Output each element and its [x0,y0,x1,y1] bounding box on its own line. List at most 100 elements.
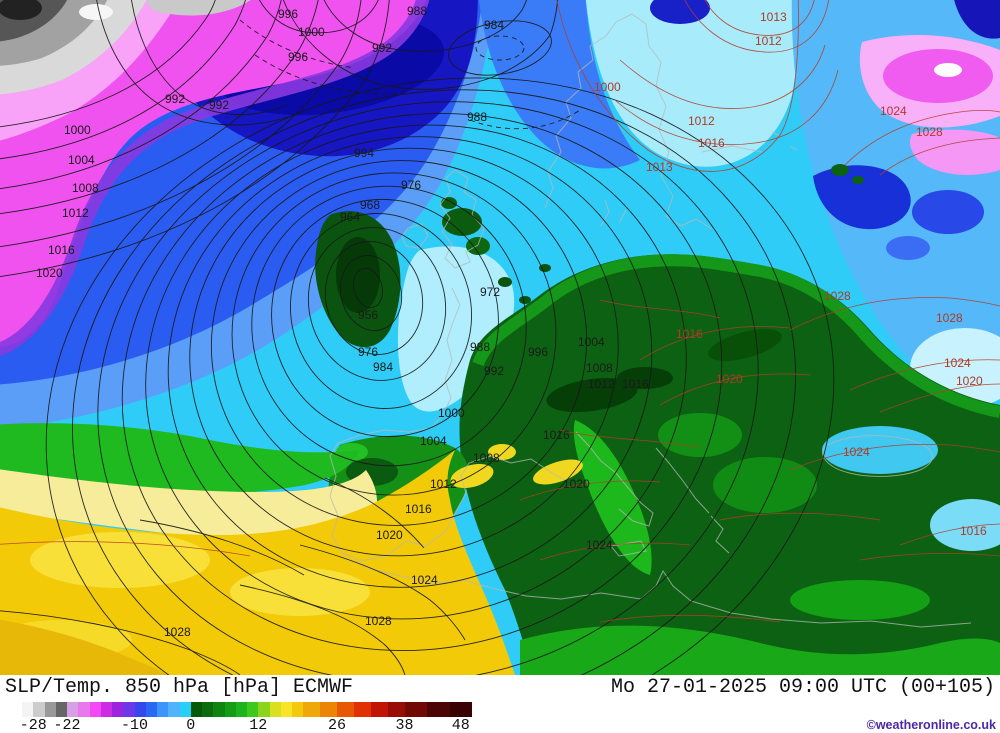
colorbar-segment [404,702,427,717]
colorbar-segment [427,702,450,717]
pressure-label: 996 [288,50,308,64]
colorbar-segment [292,702,304,717]
pressure-label: 1020 [36,266,63,280]
pressure-label: 1013 [760,10,787,24]
colorbar-tick-label: 38 [395,717,414,733]
colorbar-segment [44,702,56,717]
pressure-label: 1000 [298,25,325,39]
pressure-label: 1028 [916,125,943,139]
colorbar-segment [370,702,388,717]
pressure-label: 968 [360,198,380,212]
pressure-label: 1012 [430,477,457,491]
pressure-label: 1012 [755,34,782,48]
pressure-label: 1000 [64,123,91,137]
pressure-label: 994 [354,146,374,160]
pressure-label: 1024 [586,538,613,552]
colorbar-segment [213,702,225,717]
colorbar-segment [89,702,101,717]
pressure-label: 972 [480,285,500,299]
pressure-label: 1008 [72,181,99,195]
map-datetime: Mo 27-01-2025 09:00 UTC (00+105) [610,676,995,699]
pressure-label: 1016 [960,524,987,538]
pressure-label: 1024 [411,573,438,587]
pressure-label: 1000 [438,406,465,420]
pressure-label: 1012 [688,114,715,128]
pressure-label: 992 [165,92,185,106]
pressure-label: 984 [484,18,504,32]
pressure-label: 1008 [586,361,613,375]
temperature-fill-layer [0,0,1000,675]
copyright-link[interactable]: ©weatheronline.co.uk [866,718,996,732]
colorbar-segment [157,702,169,717]
colorbar-tick-label: 48 [451,717,470,733]
pressure-label: 984 [373,360,393,374]
colorbar-segment [33,702,45,717]
colorbar-segment [303,702,321,717]
map-canvas: 996 1000 996 992 988 984 992 992 994 988 976 968 964… [0,0,1000,675]
colorbar-segment [168,702,180,717]
pressure-label: 1012 [62,206,89,220]
colorbar-segment [202,702,214,717]
pressure-label: 1008 [473,451,500,465]
pressure-label: 1004 [420,434,447,448]
pressure-label: 1000 [594,80,621,94]
pressure-label: 1020 [956,374,983,388]
pressure-label: 1028 [365,614,392,628]
isobar-contours-red [0,0,1000,623]
colorbar-segment [134,702,146,717]
pressure-label: 964 [340,210,360,224]
pressure-label: 1016 [405,502,432,516]
pressure-label: 1016 [622,377,649,391]
pressure-label: 992 [209,98,229,112]
pressure-label: 1024 [944,356,971,370]
pressure-label: 1016 [48,243,75,257]
pressure-label: 996 [528,345,548,359]
colorbar-segment [247,702,259,717]
pressure-label: 1028 [164,625,191,639]
footer-bar: SLP/Temp. 850 hPa [hPa] ECMWF Mo 27-01-2… [0,675,1000,733]
pressure-label: 1020 [563,477,590,491]
pressure-label: 988 [467,110,487,124]
pressure-label: 1028 [936,311,963,325]
colorbar-tick-label: 26 [327,717,347,733]
temperature-colorbar [22,702,472,717]
pressure-label: 976 [401,178,421,192]
pressure-label: 1028 [824,289,851,303]
pressure-label: 1020 [716,372,743,386]
colorbar-segment [280,702,292,717]
colorbar-segment [112,702,124,717]
pressure-label: 1016 [698,136,725,150]
pressure-label: 956 [358,308,378,322]
pressure-label: 1020 [376,528,403,542]
colorbar-tick-label: 12 [249,717,268,733]
colorbar-tick-label: -10 [120,717,149,733]
colorbar-segment [67,702,79,717]
colorbar-segment [224,702,236,717]
pressure-label: 1024 [843,445,870,459]
colorbar-segment [269,702,281,717]
pressure-label: 996 [278,7,298,21]
map-title: SLP/Temp. 850 hPa [hPa] ECMWF [5,676,354,699]
colorbar-segment [179,702,191,717]
colorbar-segment [353,702,371,717]
colorbar-tick-label: -28 [19,717,47,733]
colorbar-ticks: -28 -22 -10 0 12 26 38 48 [19,717,472,733]
pressure-label: 1016 [676,327,703,341]
pressure-label: 992 [372,41,392,55]
pressure-label: 988 [470,340,490,354]
colorbar-segment [78,702,90,717]
colorbar-segment [190,702,202,717]
colorbar-segment [449,702,472,717]
colorbar-segment [22,702,34,717]
colorbar-segment [55,702,67,717]
pressure-label: 1012 [588,377,615,391]
pressure-label: 976 [358,345,378,359]
colorbar-segment [387,702,405,717]
pressure-label: 992 [484,364,504,378]
pressure-label: 1013 [646,160,673,174]
pressure-label: 1024 [880,104,907,118]
colorbar-segment [100,702,112,717]
